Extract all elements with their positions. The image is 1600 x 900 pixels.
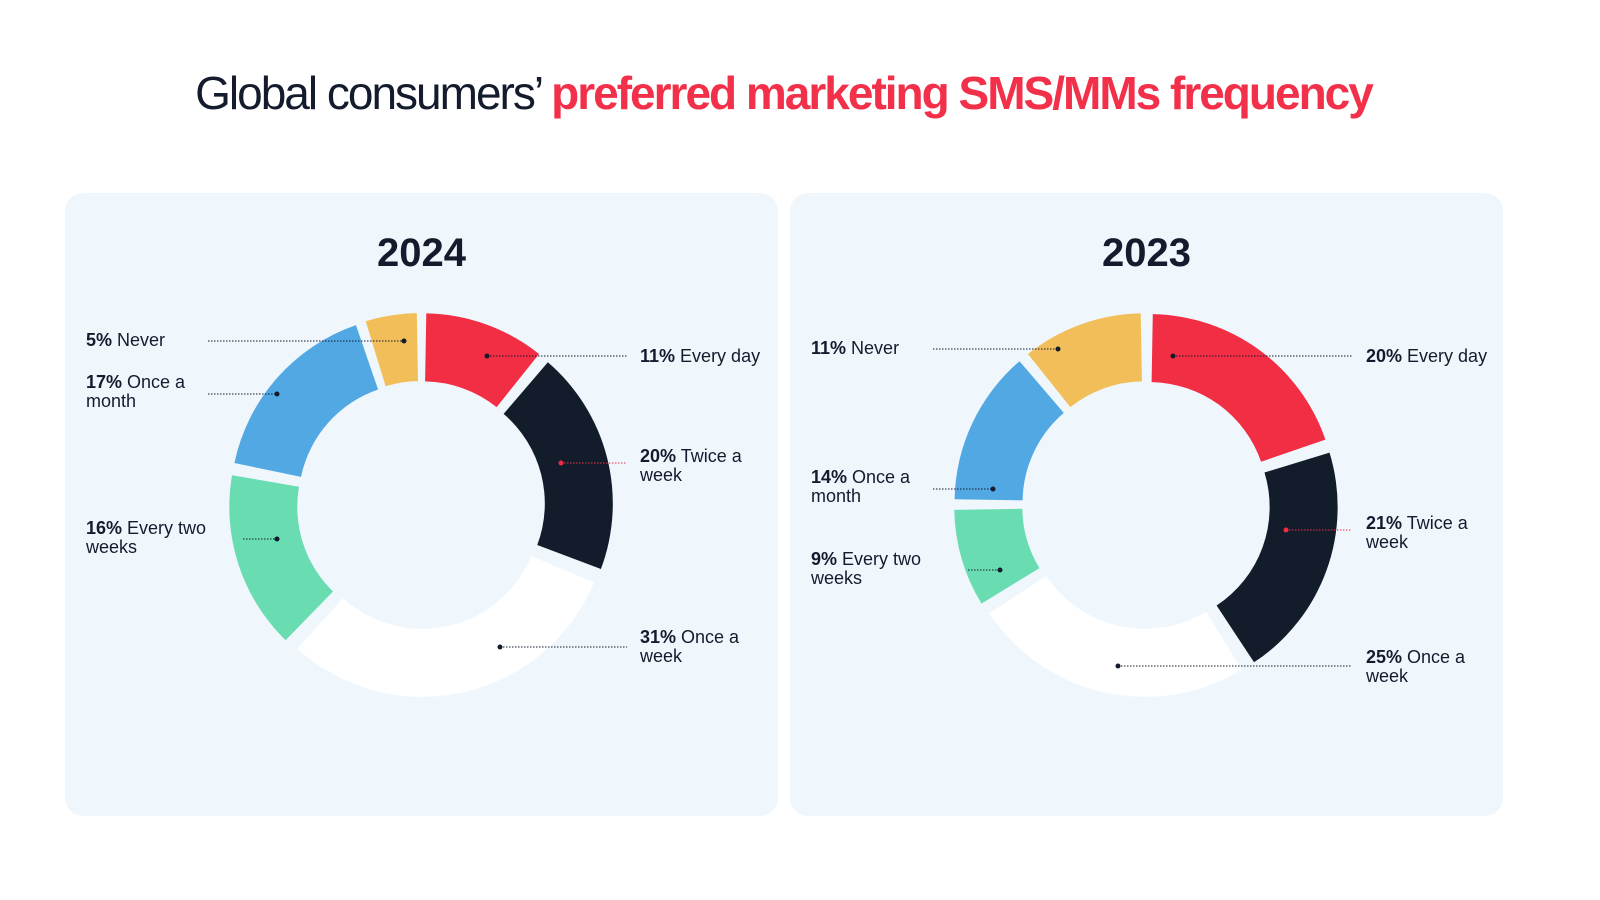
donut-segment-never — [1027, 313, 1142, 408]
data-label-category: Every two weeks — [86, 518, 207, 557]
data-label: 14% Once a month — [811, 468, 951, 506]
donut-segment-once-a-week — [297, 556, 595, 697]
data-label-category: Twice a week — [640, 446, 742, 485]
data-label-value: 31% — [640, 627, 677, 647]
donut-segment-every-day — [425, 313, 540, 408]
data-label-category: Once a month — [86, 372, 186, 411]
data-label-category: Once a week — [640, 627, 740, 666]
chart-title: 2023 — [1102, 231, 1191, 275]
leader-dot — [558, 460, 564, 466]
data-label: 25% Once a week — [1366, 648, 1506, 686]
data-label-value: 9% — [811, 549, 838, 569]
donut-segment-twice-a-week — [1216, 452, 1338, 663]
donut-segment-twice-a-week — [503, 362, 613, 569]
data-label: 21% Twice a week — [1366, 514, 1506, 552]
chart-title: 2024 — [377, 231, 466, 275]
data-label-value: 11% — [640, 346, 676, 366]
data-label-category: Once a month — [811, 467, 911, 506]
data-label-category: Every day — [1402, 346, 1488, 366]
leader-dot — [1115, 663, 1121, 669]
chart-panel-2024: 2024 11% Every day 20% Twice a week 31% On… — [65, 193, 778, 816]
data-label-value: 11% — [811, 338, 847, 358]
data-label-category: Twice a week — [1366, 513, 1468, 552]
leader-dot — [1055, 346, 1061, 352]
leader-dot — [1170, 353, 1176, 359]
data-label: 20% Twice a week — [640, 447, 780, 485]
data-label-category: Every two weeks — [811, 549, 922, 588]
leader-dot — [997, 567, 1003, 573]
page-title: Global consumers’ preferred marketing SM… — [0, 66, 1567, 120]
chart-panel-2023: 2023 20% Every day 21% Twice a week 25% On… — [790, 193, 1503, 816]
data-label-category: Once a week — [1366, 647, 1466, 686]
data-label: 20% Every day — [1366, 347, 1506, 366]
data-label: 11% Every day — [640, 347, 780, 366]
data-label-value: 20% — [640, 446, 677, 466]
leader-dot — [274, 391, 280, 397]
data-label-value: 16% — [86, 518, 123, 538]
leader-dot — [497, 644, 503, 650]
title-part-highlight: preferred marketing SMS/MMs frequency — [551, 67, 1374, 119]
donut-segment-once-a-week — [989, 575, 1242, 697]
donut-segment-once-a-month — [954, 361, 1064, 501]
data-label-category: Never — [112, 330, 166, 350]
data-label-value: 5% — [86, 330, 113, 350]
leader-dot — [484, 353, 490, 359]
data-label: 16% Every two weeks — [86, 519, 226, 557]
data-label-value: 21% — [1366, 513, 1403, 533]
data-label: 31% Once a week — [640, 628, 780, 666]
data-label-value: 17% — [86, 372, 123, 392]
data-label: 5% Never — [86, 331, 226, 350]
data-label: 9% Every two weeks — [811, 550, 951, 588]
data-label-value: 14% — [811, 467, 848, 487]
donut-chart — [208, 313, 627, 697]
leader-dot — [1283, 527, 1289, 533]
donut-chart — [933, 313, 1352, 697]
data-label-category: Every day — [675, 346, 761, 366]
data-label-value: 25% — [1366, 647, 1403, 667]
donut-segment-once-a-month — [234, 325, 379, 477]
data-label: 11% Never — [811, 339, 951, 358]
leader-dot — [274, 536, 280, 542]
data-label-value: 20% — [1366, 346, 1403, 366]
donut-segment-never — [365, 313, 418, 387]
donut-segment-every-two-weeks — [229, 475, 334, 641]
donut-segment-every-day — [1151, 314, 1326, 462]
donut-segment-every-two-weeks — [954, 508, 1040, 604]
leader-dot — [401, 338, 407, 344]
data-label: 17% Once a month — [86, 373, 226, 411]
title-part-dark: Global consumers’ — [195, 67, 552, 119]
data-label-category: Never — [846, 338, 900, 358]
leader-dot — [990, 486, 996, 492]
